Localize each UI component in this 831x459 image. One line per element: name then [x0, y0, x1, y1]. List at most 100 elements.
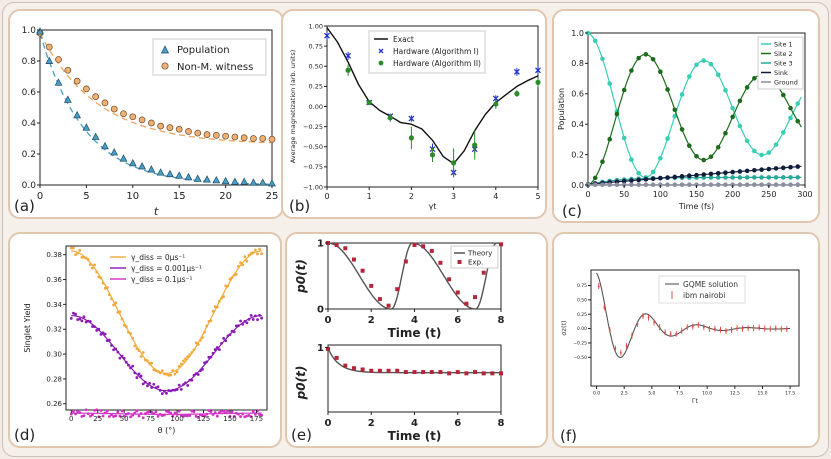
exp-point: [429, 370, 434, 375]
yield-point: [196, 343, 200, 346]
yield-point: [207, 319, 211, 323]
y-tick-label: −0.75: [303, 163, 323, 171]
yield-point: [241, 322, 245, 326]
x-tick-label: 15: [173, 191, 186, 202]
x-tick-label: 2.5: [621, 391, 628, 397]
exp-point: [412, 370, 417, 375]
yield-point: [201, 336, 204, 339]
yield-point: [69, 316, 73, 320]
ibm-point: [625, 344, 628, 347]
exp-point: [421, 370, 426, 375]
yield-point: [258, 413, 261, 417]
yield-point: [220, 296, 223, 300]
yield-point: [135, 347, 139, 351]
population-point: [166, 169, 174, 178]
x-tick-label: 4: [411, 418, 418, 429]
yield-point: [224, 284, 228, 288]
yield-point: [116, 310, 120, 314]
x-tick-label: 2: [368, 418, 375, 429]
panel-label: (d): [14, 426, 35, 444]
site2-point: [679, 127, 685, 132]
legend-label: Exp.: [468, 259, 483, 267]
yield-point: [112, 415, 116, 418]
x-axis-label: Γt: [692, 397, 699, 405]
yield-point: [122, 414, 126, 418]
y-axis-label: σz(t): [560, 320, 568, 335]
y-tick-label: 0.36: [46, 276, 62, 284]
x-tick-label: 150: [223, 415, 236, 423]
ibm-point: [669, 333, 672, 336]
yield-point: [116, 410, 120, 414]
x-axis-label: Time (t): [388, 429, 442, 443]
yield-point: [167, 373, 171, 377]
site2-point: [614, 111, 620, 117]
yield-point: [93, 325, 96, 329]
exp-point: [326, 346, 330, 351]
site2-point: [686, 143, 692, 148]
x-tick-label: 8: [498, 418, 505, 429]
x-tick-label: 125: [197, 415, 210, 423]
exp-point: [429, 248, 434, 253]
yield-point: [152, 368, 156, 372]
yield-point: [146, 384, 149, 388]
population-point: [212, 176, 221, 184]
yield-point: [160, 392, 164, 396]
yield-point: [112, 303, 116, 307]
legend-label: Hardware (Algorithm I): [393, 47, 479, 56]
yield-point: [120, 409, 124, 413]
witness-point: [120, 110, 127, 118]
yield-point: [186, 383, 190, 387]
yield-point: [91, 413, 94, 417]
x-axis-label: Time (t): [388, 326, 442, 340]
y-tick-label: 0.26: [46, 400, 62, 408]
ibm-point: [664, 331, 667, 334]
y-tick-label: 0.50: [577, 297, 587, 303]
yield-point: [196, 416, 200, 419]
exp-point: [438, 370, 443, 375]
sink-point: [672, 174, 678, 180]
yield-point: [84, 408, 88, 412]
x-tick-label: 1: [367, 192, 372, 201]
yield-point: [99, 276, 103, 280]
site3-point: [744, 175, 750, 180]
yield-point: [169, 373, 173, 377]
population-point: [184, 172, 193, 181]
y-axis-label: p0(t): [294, 366, 308, 401]
ibm-point: [714, 327, 716, 330]
y-tick-label: 0.34: [46, 301, 62, 309]
yield-point: [177, 409, 181, 413]
yield-point: [213, 348, 217, 351]
exp-point: [412, 242, 417, 247]
yield-point: [228, 277, 232, 281]
ibm-point: [658, 326, 661, 329]
yield-point: [169, 411, 173, 415]
y-tick-label: −0.50: [573, 355, 587, 361]
yield-point: [192, 348, 196, 352]
yield-point: [143, 412, 147, 416]
witness-point: [175, 125, 183, 133]
exp-point: [395, 368, 400, 373]
witness-point: [64, 66, 72, 74]
sink-point: [643, 177, 649, 182]
yield-point: [91, 266, 94, 270]
yield-point: [215, 346, 219, 349]
yield-point: [209, 319, 213, 323]
witness-point: [110, 105, 118, 113]
exp-point: [334, 242, 339, 247]
ground-point: [715, 182, 721, 187]
ground-point: [744, 182, 750, 187]
yield-point: [129, 332, 132, 335]
exp-point: [447, 371, 452, 376]
yield-point: [192, 410, 196, 414]
yield-point: [245, 414, 249, 418]
yield-point: [184, 357, 187, 361]
y-axis-label: Average magnetization (arb. units): [289, 50, 297, 164]
yield-point: [152, 412, 156, 416]
population-point: [147, 165, 156, 173]
witness-point: [222, 132, 229, 140]
sink-point: [715, 170, 721, 176]
yield-point: [247, 414, 251, 417]
site3-point: [723, 175, 728, 180]
yield-point: [175, 388, 179, 391]
yield-point: [243, 415, 247, 419]
